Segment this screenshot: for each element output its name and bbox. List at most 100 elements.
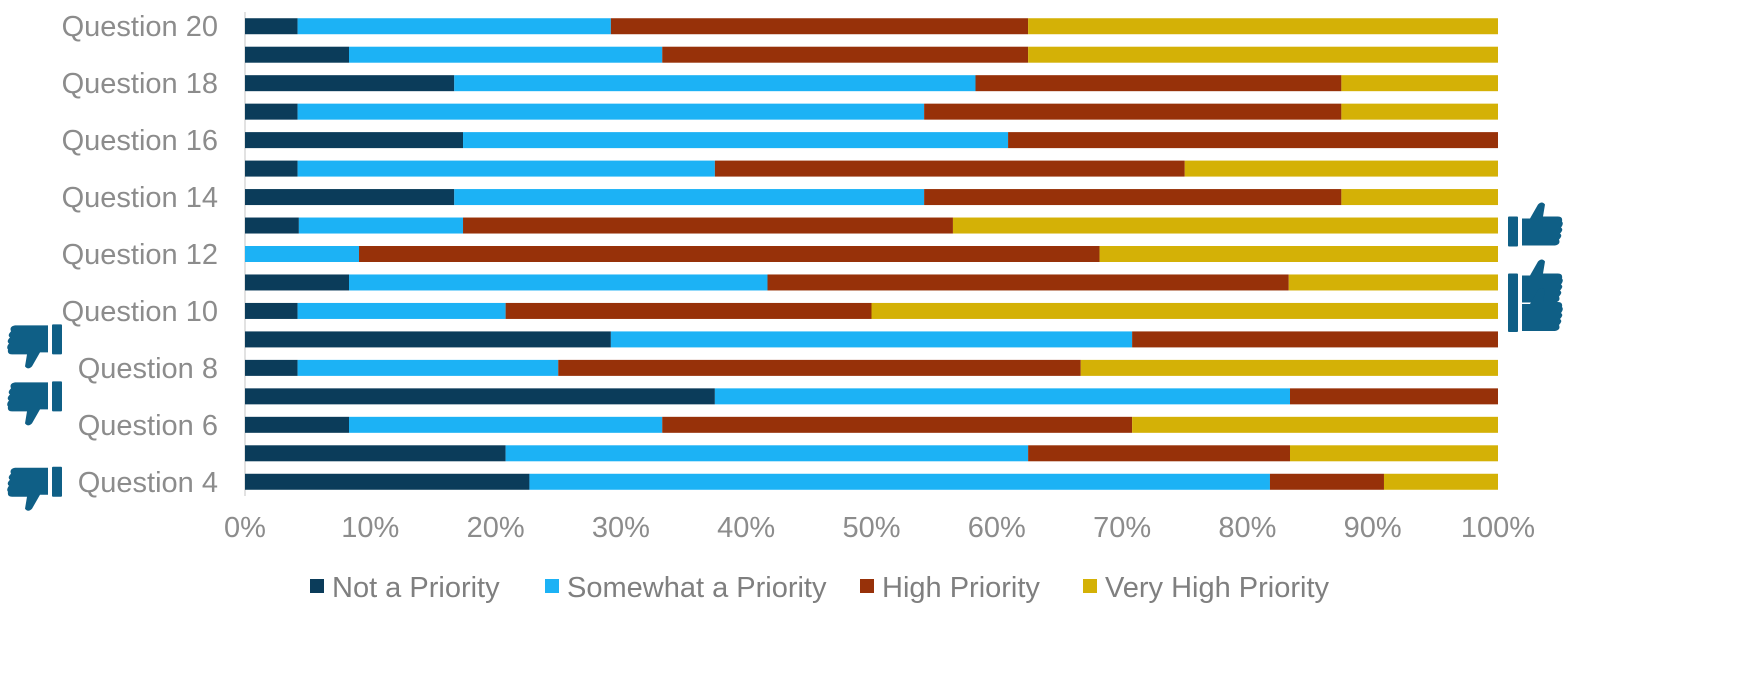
bars-layer — [245, 18, 1498, 490]
bar-question-16-somewhat-a-priority — [463, 132, 1009, 149]
bar-question-10-not-a-priority — [245, 302, 298, 319]
y-axis: Question 20 Question 18 Question 16 Questio… — [62, 11, 218, 499]
y-tick-label: Question 8 — [78, 353, 218, 385]
x-tick-label: 0% — [224, 512, 266, 544]
bar-question-14-very-high-priority — [1341, 189, 1498, 206]
legend: Not a Priority Somewhat a Priority High Pr… — [310, 572, 1330, 604]
bar-question-17-high-priority — [924, 103, 1342, 120]
y-tick-label: Question 14 — [62, 182, 218, 214]
y-tick-label: Question 20 — [62, 11, 218, 43]
x-tick-label: 60% — [968, 512, 1026, 544]
bar-question-9-somewhat-a-priority — [610, 331, 1133, 348]
bar-question-15-very-high-priority — [1184, 160, 1498, 177]
bar-question-13-high-priority — [463, 217, 953, 234]
y-tick-label: Question 16 — [62, 125, 218, 157]
bar-question-11-high-priority — [767, 274, 1289, 291]
bar-question-20-very-high-priority — [1028, 18, 1498, 35]
bar-question-7-somewhat-a-priority — [714, 388, 1291, 405]
x-tick-label: 100% — [1461, 512, 1535, 544]
bar-question-11-not-a-priority — [245, 274, 349, 291]
y-tick-label: Question 18 — [62, 68, 218, 100]
x-tick-label: 80% — [1218, 512, 1276, 544]
legend-swatch — [860, 579, 874, 593]
bar-question-4-very-high-priority — [1383, 473, 1498, 490]
x-tick-label: 70% — [1093, 512, 1151, 544]
bar-question-14-somewhat-a-priority — [454, 189, 925, 206]
bar-question-7-high-priority — [1290, 388, 1498, 405]
bar-question-8-not-a-priority — [245, 359, 298, 376]
bar-question-8-high-priority — [558, 359, 1081, 376]
bar-question-4-somewhat-a-priority — [529, 473, 1270, 490]
bar-question-13-very-high-priority — [952, 217, 1498, 234]
x-axis: 0% 10% 20% 30% 40% 50% 60% 70% 80% 90% 100% — [224, 512, 1535, 544]
x-tick-label: 90% — [1344, 512, 1402, 544]
bar-question-5-somewhat-a-priority — [505, 445, 1029, 462]
bar-question-6-not-a-priority — [245, 416, 349, 433]
bar-question-8-somewhat-a-priority — [297, 359, 559, 376]
y-tick-label: Question 4 — [78, 467, 218, 499]
legend-label: High Priority — [882, 572, 1040, 604]
bar-question-11-very-high-priority — [1288, 274, 1498, 291]
legend-label: Not a Priority — [332, 572, 500, 604]
bar-question-18-not-a-priority — [245, 75, 455, 92]
thumbs-up-icon — [1508, 202, 1563, 247]
thumbs-down-icon — [7, 381, 62, 426]
bar-question-4-not-a-priority — [245, 473, 530, 490]
legend-item-high-priority: High Priority — [860, 572, 1040, 604]
bar-question-18-very-high-priority — [1341, 75, 1498, 92]
bar-question-15-not-a-priority — [245, 160, 298, 177]
bar-question-11-somewhat-a-priority — [348, 274, 768, 291]
bar-question-12-high-priority — [359, 246, 1100, 262]
bar-question-9-not-a-priority — [245, 331, 611, 348]
bar-question-14-not-a-priority — [245, 189, 455, 206]
bar-question-19-high-priority — [662, 46, 1029, 63]
x-tick-label: 30% — [592, 512, 650, 544]
bar-question-19-very-high-priority — [1028, 46, 1498, 63]
bar-question-17-very-high-priority — [1341, 103, 1498, 120]
y-tick-label: Question 10 — [62, 296, 218, 328]
bar-question-8-very-high-priority — [1080, 359, 1498, 376]
bar-question-15-high-priority — [714, 160, 1185, 177]
bar-question-18-high-priority — [975, 75, 1342, 92]
bar-question-20-not-a-priority — [245, 18, 298, 35]
bar-question-12-very-high-priority — [1099, 246, 1498, 262]
bar-question-10-high-priority — [505, 302, 872, 319]
bar-question-20-somewhat-a-priority — [297, 18, 611, 35]
thumbs-down-icon — [7, 466, 62, 511]
legend-swatch — [310, 579, 324, 593]
x-tick-label: 40% — [717, 512, 775, 544]
bar-question-17-somewhat-a-priority — [297, 103, 925, 120]
x-tick-label: 20% — [467, 512, 525, 544]
bar-question-17-not-a-priority — [245, 103, 298, 120]
legend-swatch — [1083, 579, 1097, 593]
bar-question-15-somewhat-a-priority — [297, 160, 715, 177]
legend-swatch — [545, 579, 559, 593]
thumbs-down-icon — [7, 324, 62, 369]
legend-item-very-high-priority: Very High Priority — [1083, 572, 1330, 604]
bar-question-20-high-priority — [610, 18, 1029, 35]
bar-question-5-high-priority — [1028, 445, 1291, 462]
bar-question-10-somewhat-a-priority — [297, 302, 506, 319]
bar-question-13-not-a-priority — [245, 217, 299, 234]
y-tick-label: Question 6 — [78, 410, 218, 442]
y-tick-label: Question 12 — [62, 239, 218, 271]
legend-label: Somewhat a Priority — [567, 572, 827, 604]
bar-question-14-high-priority — [924, 189, 1342, 206]
bar-question-9-high-priority — [1132, 331, 1498, 348]
bar-question-13-somewhat-a-priority — [298, 217, 464, 234]
bar-question-7-not-a-priority — [245, 388, 715, 405]
legend-item-not-a-priority: Not a Priority — [310, 572, 500, 604]
legend-label: Very High Priority — [1105, 572, 1330, 604]
bar-question-19-not-a-priority — [245, 46, 349, 63]
bar-question-16-high-priority — [1008, 132, 1498, 149]
bar-question-6-very-high-priority — [1132, 416, 1498, 433]
bar-question-6-high-priority — [662, 416, 1133, 433]
bar-question-5-very-high-priority — [1290, 445, 1498, 462]
bar-question-5-not-a-priority — [245, 445, 506, 462]
bar-question-4-high-priority — [1269, 473, 1384, 490]
bar-question-6-somewhat-a-priority — [348, 416, 663, 433]
bar-question-10-very-high-priority — [871, 302, 1498, 319]
legend-item-somewhat-a-priority: Somewhat a Priority — [545, 572, 827, 604]
x-tick-label: 10% — [341, 512, 399, 544]
